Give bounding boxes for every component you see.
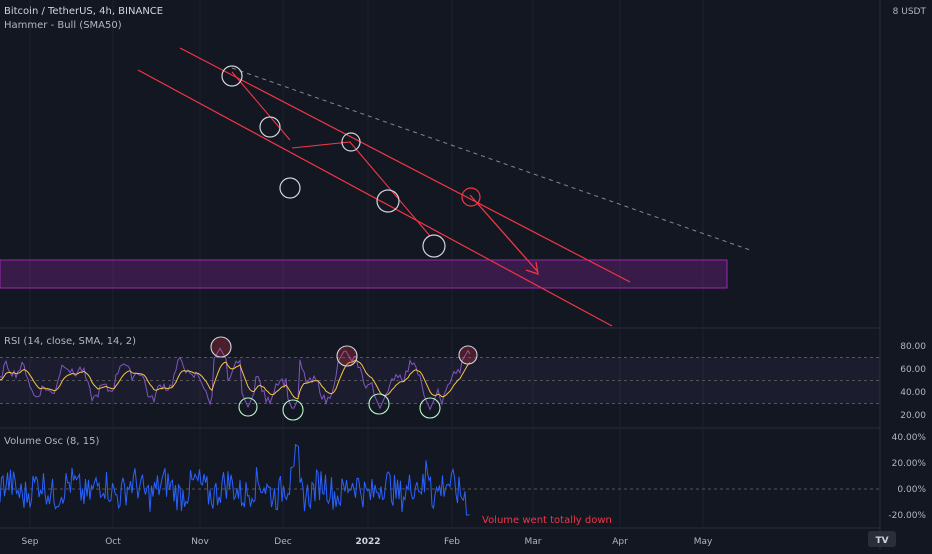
projection-arrow: [469, 194, 539, 273]
volosc-tick-label: 0.00%: [897, 485, 926, 495]
highlight-circle: [279, 177, 301, 199]
time-axis-label: Dec: [274, 537, 291, 547]
volume-osc-title: Volume Osc (8, 15): [4, 436, 100, 447]
rsi-highlight-circle: [336, 345, 358, 367]
rsi-tick-label: 40.00: [900, 388, 926, 398]
highlight-circle: [221, 65, 243, 87]
rsi-highlight-circle: [368, 393, 390, 415]
time-axis-label: Sep: [22, 537, 39, 547]
time-axis-label: Apr: [612, 537, 628, 547]
rsi-highlight-circle: [458, 345, 478, 365]
rsi-highlight-circle: [210, 336, 232, 358]
arrow-head: [525, 261, 539, 275]
price-axis-top-label: 8 USDT: [893, 7, 927, 17]
rsi-highlight-circle: [282, 399, 304, 421]
tv-logo: [868, 531, 896, 547]
rsi-title: RSI (14, close, SMA, 14, 2): [4, 336, 137, 347]
rsi-highlight-circle: [238, 397, 258, 417]
time-axis-label: Oct: [105, 537, 121, 547]
volosc-line: [0, 443, 470, 516]
rsi-tick-label: 60.00: [900, 365, 926, 375]
highlight-circle: [422, 234, 446, 258]
highlight-circle: [259, 116, 281, 138]
channel-lower-line: [137, 69, 613, 327]
dashed-trend-line: [231, 67, 751, 251]
chart-title: Bitcoin / TetherUS, 4h, BINANCE: [4, 6, 164, 17]
time-axis-label: 2022: [355, 537, 380, 547]
time-axis-label: May: [694, 537, 713, 547]
volosc-tick-label: 40.00%: [892, 433, 927, 443]
projection-line: [291, 141, 431, 237]
highlight-circle: [461, 187, 481, 207]
tv-logo-label: TV: [875, 536, 888, 546]
highlight-circle: [376, 189, 400, 213]
rsi-tick-label: 20.00: [900, 411, 926, 421]
rsi-ma-line: [0, 359, 471, 400]
rsi-highlight-circle: [419, 397, 441, 419]
channel-upper-line: [179, 47, 631, 283]
highlight-circle: [341, 132, 361, 152]
volosc-tick-label: 20.00%: [892, 459, 927, 469]
rsi-line: [0, 347, 471, 411]
time-axis-label: Mar: [525, 537, 542, 547]
volosc-annotation: Volume went totally down: [482, 515, 612, 526]
support-zone: [0, 259, 728, 289]
rsi-tick-label: 80.00: [900, 342, 926, 352]
time-axis-label: Feb: [444, 537, 460, 547]
indicator-label: Hammer - Bull (SMA50): [4, 20, 122, 31]
time-axis-label: Nov: [191, 537, 209, 547]
volosc-tick-label: -20.00%: [888, 511, 926, 521]
